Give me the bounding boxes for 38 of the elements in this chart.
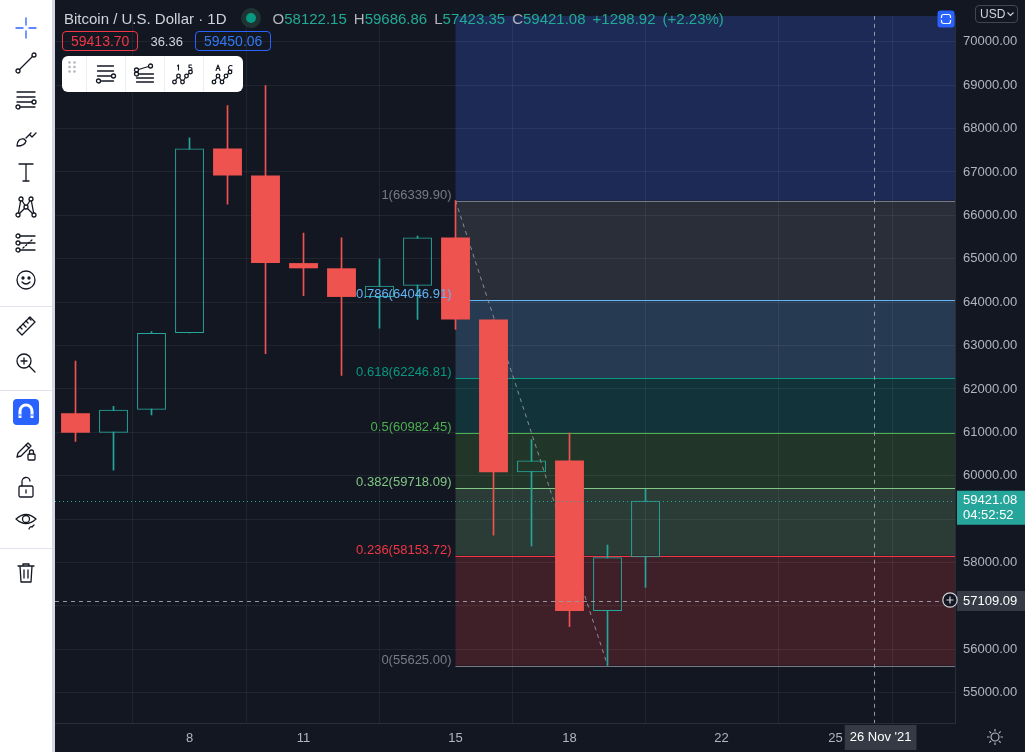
x-tick-label: 25 xyxy=(828,730,843,746)
annotation: 59413.70 xyxy=(71,33,130,49)
y-tick-label: 65000.00 xyxy=(963,250,1018,266)
y-tick-label: 68000.00 xyxy=(963,120,1018,136)
chart-title: Bitcoin / U.S. Dollar · 1D xyxy=(64,9,227,27)
currency-button[interactable]: USD xyxy=(975,5,1019,23)
annotation: 36.36 xyxy=(149,33,184,49)
ref-line-label: 0.618(62246.81) xyxy=(356,364,452,380)
ref-line-label: 59421.08 xyxy=(963,492,1018,508)
ref-line-label: 26 Nov '21 xyxy=(849,729,912,745)
ref-line-label: 0.236(58153.72) xyxy=(356,541,452,557)
ref-line-label: 0.5(60982.45) xyxy=(370,419,452,435)
text: O58122.15 H59686.86 L57423.35 C59421.08 +1298.92 (+2.23%) xyxy=(272,9,724,27)
text: 04:52:52 xyxy=(963,507,1014,523)
x-tick-label: 18 xyxy=(562,730,577,746)
ref-line-label: 0(55625.00) xyxy=(381,651,452,667)
ask-price-box: 59450.06 xyxy=(194,31,272,51)
y-tick-label: 60000.00 xyxy=(963,467,1018,483)
x-tick-label: 11 xyxy=(296,730,311,746)
x-tick-label: 15 xyxy=(448,730,463,746)
y-tick-label: 56000.00 xyxy=(963,640,1018,656)
y-tick-label: 63000.00 xyxy=(963,337,1018,353)
y-tick-label: 61000.00 xyxy=(963,423,1018,439)
y-tick-label: 69000.00 xyxy=(963,76,1018,92)
ref-line-label: 0.382(59718.09) xyxy=(356,474,452,490)
y-tick-label: 62000.00 xyxy=(963,380,1018,396)
y-tick-label: 66000.00 xyxy=(963,206,1018,222)
x-tick-label: 8 xyxy=(185,730,194,746)
annotation: 59450.06 xyxy=(203,33,263,49)
ref-line-label: 1(66339.90) xyxy=(381,186,452,202)
bid-price-box: 59413.70 xyxy=(62,31,139,51)
y-tick-label: 58000.00 xyxy=(963,554,1018,570)
y-tick-label: 67000.00 xyxy=(963,163,1018,179)
x-tick-label: 22 xyxy=(714,730,729,746)
y-tick-label: 70000.00 xyxy=(963,33,1018,49)
y-tick-label: 55000.00 xyxy=(963,684,1018,700)
ref-line-label: 57109.09 xyxy=(963,592,1018,608)
y-tick-label: 64000.00 xyxy=(963,293,1018,309)
